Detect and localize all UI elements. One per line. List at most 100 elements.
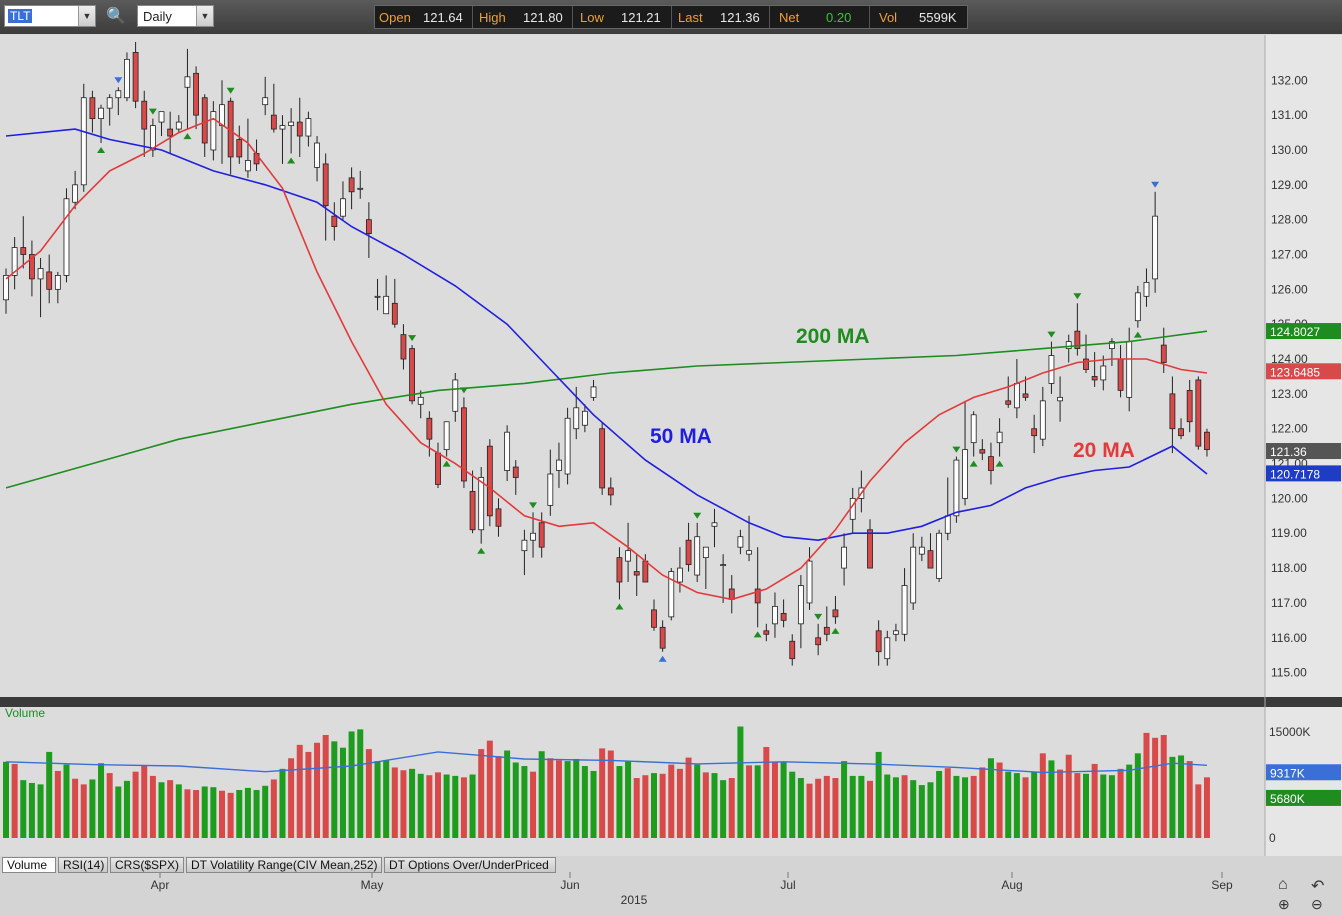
volume-bar bbox=[875, 751, 882, 838]
candle-body bbox=[754, 588, 761, 604]
candle-body bbox=[11, 247, 18, 276]
high-label: High bbox=[479, 10, 506, 25]
low-value: 121.21 bbox=[621, 10, 661, 25]
candle-body bbox=[193, 72, 199, 116]
candle-body bbox=[175, 121, 182, 130]
candle-body bbox=[996, 431, 1003, 444]
indicator-tab[interactable]: CRS($SPX) bbox=[110, 857, 184, 873]
volume-bar bbox=[1203, 777, 1210, 838]
candle-body bbox=[1057, 396, 1063, 402]
volume-bar bbox=[806, 783, 813, 838]
volume-bar bbox=[495, 756, 502, 838]
pivot-low-marker bbox=[753, 631, 762, 638]
candle-body bbox=[461, 407, 467, 482]
volume-bar bbox=[633, 778, 640, 838]
symbol-input[interactable]: TLT ▼ bbox=[4, 5, 96, 27]
volume-bar bbox=[460, 777, 467, 838]
volume-axis-bg bbox=[1265, 707, 1342, 856]
pivot-low-marker bbox=[287, 157, 296, 164]
volume-bar bbox=[236, 790, 243, 838]
volume-bar bbox=[400, 770, 407, 838]
month-label: Sep bbox=[1211, 878, 1233, 892]
price-marker bbox=[1266, 443, 1341, 460]
candle-body bbox=[391, 302, 398, 325]
volume-bar bbox=[936, 770, 943, 838]
indicator-tab[interactable]: Volume bbox=[2, 857, 56, 873]
candle-body bbox=[504, 431, 511, 471]
candle-body bbox=[659, 626, 666, 649]
candle-body bbox=[711, 522, 718, 527]
candle-body bbox=[54, 275, 61, 290]
zoom-out-icon[interactable]: ⊖ bbox=[1311, 896, 1323, 912]
net-value: 0.20 bbox=[826, 10, 852, 25]
candle-body bbox=[1013, 383, 1020, 409]
ma-line-50ma bbox=[5, 128, 1208, 542]
candle-body bbox=[607, 487, 614, 496]
volume-bar bbox=[521, 766, 528, 838]
candle-body bbox=[1005, 400, 1012, 405]
volume-bar bbox=[1031, 772, 1038, 838]
home-icon[interactable]: ⌂ bbox=[1278, 876, 1288, 893]
volume-bar bbox=[668, 764, 675, 838]
volume-bar bbox=[504, 750, 511, 838]
candle-body bbox=[651, 609, 657, 628]
pivot-low-marker bbox=[442, 460, 451, 467]
period-select[interactable]: Daily ▼ bbox=[137, 5, 214, 27]
volume-bar bbox=[720, 780, 727, 838]
zoom-in-icon[interactable]: ⊕ bbox=[1278, 896, 1290, 912]
volume-bar bbox=[918, 785, 925, 838]
indicator-tab[interactable]: RSI(14) bbox=[58, 857, 108, 873]
volume-bar bbox=[305, 751, 312, 838]
volume-bar bbox=[910, 780, 917, 838]
vol-value: 5599K bbox=[919, 10, 957, 25]
volume-bar bbox=[1013, 773, 1020, 838]
candle-body bbox=[1083, 358, 1089, 370]
candle-body bbox=[728, 588, 735, 600]
volume-bar bbox=[962, 777, 969, 838]
candle-body bbox=[132, 52, 139, 102]
candle-body bbox=[106, 97, 113, 109]
candle-body bbox=[797, 585, 804, 625]
volume-bar bbox=[892, 777, 899, 838]
volume-bar bbox=[530, 771, 537, 838]
candle-body bbox=[970, 414, 977, 444]
volume-bar bbox=[771, 761, 778, 838]
volume-bar bbox=[702, 772, 709, 838]
candle-body bbox=[1031, 428, 1038, 437]
volume-bar bbox=[953, 775, 960, 838]
symbol-dropdown-icon[interactable]: ▼ bbox=[78, 6, 95, 26]
price-marker-label: 123.6485 bbox=[1270, 365, 1320, 379]
volume-bar bbox=[279, 768, 286, 838]
candle-body bbox=[486, 445, 493, 517]
volume-bar bbox=[996, 762, 1003, 838]
candle-body bbox=[927, 550, 934, 569]
volume-bar bbox=[54, 770, 61, 838]
price-tick-label: 129.00 bbox=[1271, 178, 1308, 192]
undo-icon[interactable]: ↶ bbox=[1311, 878, 1325, 895]
indicator-tab[interactable]: DT Options Over/UnderPriced bbox=[384, 857, 556, 873]
indicator-tab[interactable]: DT Volatility Range(CIV Mean,252) bbox=[186, 857, 382, 873]
pivot-low-marker bbox=[969, 460, 978, 467]
candle-body bbox=[29, 254, 35, 280]
candle-body bbox=[1100, 365, 1107, 381]
price-tick-label: 128.00 bbox=[1271, 213, 1308, 227]
candle-body bbox=[115, 90, 122, 99]
price-tick-label: 123.00 bbox=[1271, 387, 1308, 401]
volume-bar bbox=[1065, 754, 1072, 838]
volume-bar bbox=[201, 786, 208, 838]
candle-body bbox=[780, 612, 787, 621]
toolbar: TLT ▼ 🔍 Daily ▼ Open 121.64 High 121.80 … bbox=[0, 0, 1342, 34]
volume-average-line bbox=[5, 751, 1208, 774]
volume-bar bbox=[711, 773, 718, 838]
volume-bar bbox=[1091, 763, 1098, 838]
candle-body bbox=[63, 198, 70, 276]
candle-body bbox=[633, 571, 640, 576]
period-dropdown-icon[interactable]: ▼ bbox=[196, 6, 213, 26]
search-icon[interactable]: 🔍 bbox=[106, 8, 126, 25]
candle-body bbox=[599, 428, 606, 489]
volume-bar bbox=[478, 749, 485, 838]
volume-bar bbox=[1022, 777, 1029, 838]
volume-marker bbox=[1266, 789, 1341, 806]
candle-body bbox=[1160, 344, 1167, 363]
